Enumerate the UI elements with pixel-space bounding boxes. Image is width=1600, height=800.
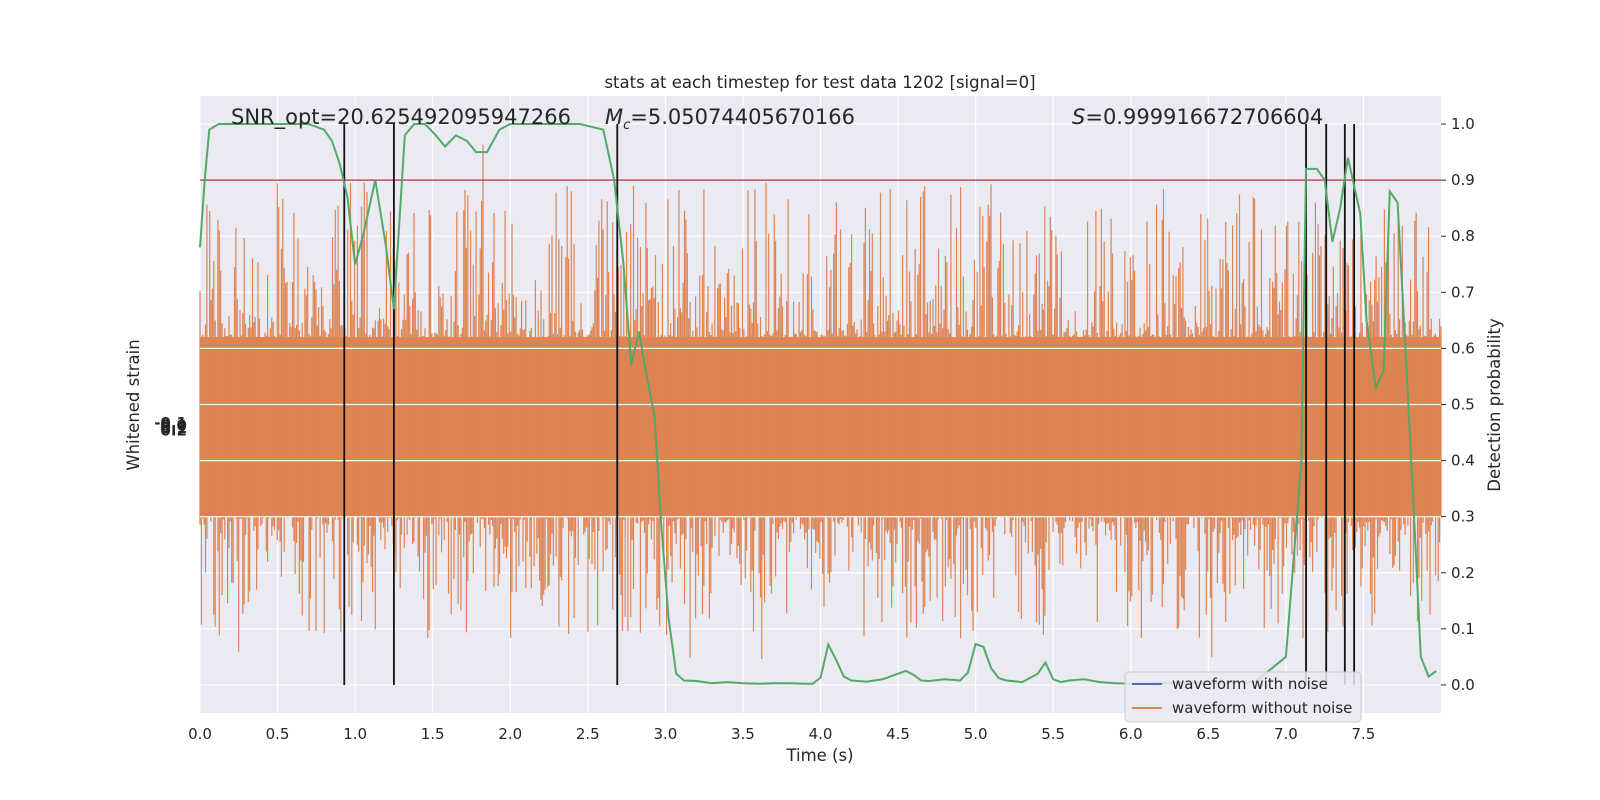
x-tick-label: 6.0 bbox=[1119, 725, 1143, 743]
left-y-tick-label: 0.1 bbox=[160, 419, 187, 437]
chirp-mass-symbol: M bbox=[605, 105, 623, 129]
x-tick-label: 2.0 bbox=[498, 725, 522, 743]
x-tick-label: 5.5 bbox=[1041, 725, 1065, 743]
x-tick-label: 7.0 bbox=[1274, 725, 1298, 743]
legend-label-with-noise: waveform with noise bbox=[1172, 675, 1328, 693]
snr-annotation: SNR_opt=20.625492095947266 bbox=[231, 105, 571, 130]
right-y-tick-label: 0.6 bbox=[1451, 339, 1475, 357]
s-annotation: S=0.999916672706604 bbox=[1072, 105, 1323, 129]
right-y-tick-label: 0.9 bbox=[1451, 171, 1475, 189]
legend-label-without-noise: waveform without noise bbox=[1172, 699, 1352, 717]
x-tick-label: 4.0 bbox=[809, 725, 833, 743]
detection-probability-line bbox=[199, 123, 1437, 685]
right-y-tick-label: 0.2 bbox=[1451, 564, 1475, 582]
right-y-tick-labels: 0.0 0.1 0.2 0.3 0.4 0.5 0.6 0.7 0.8 0.9 1.0 bbox=[1441, 115, 1475, 694]
x-tick-label: 7.5 bbox=[1352, 725, 1376, 743]
x-tick-labels: 0.0 0.5 1.0 1.5 2.0 2.5 3.0 3.5 4.0 4.5 5.0 5.5 6.0 6… bbox=[188, 725, 1375, 743]
vertical-marker-lines bbox=[343, 124, 1356, 685]
right-y-tick-label: 0.5 bbox=[1451, 396, 1475, 414]
left-y-axis-label: Whitened strain bbox=[124, 339, 143, 470]
x-tick-label: 0.0 bbox=[188, 725, 212, 743]
x-tick-label: 4.5 bbox=[886, 725, 910, 743]
s-value: =0.999916672706604 bbox=[1085, 105, 1323, 129]
waveform-without-noise-line bbox=[199, 144, 1442, 659]
legend-box bbox=[1124, 671, 1362, 723]
chart-title: stats at each timestep for test data 120… bbox=[604, 73, 1035, 92]
right-y-tick-label: 1.0 bbox=[1451, 115, 1475, 133]
x-tick-label: 1.0 bbox=[343, 725, 367, 743]
x-tick-label: 1.5 bbox=[421, 725, 445, 743]
right-y-tick-label: 0.3 bbox=[1451, 508, 1475, 526]
x-tick-label: 6.5 bbox=[1196, 725, 1220, 743]
x-tick-label: 3.0 bbox=[653, 725, 677, 743]
right-y-tick-label: 0.0 bbox=[1451, 676, 1475, 694]
right-y-tick-label: 0.8 bbox=[1451, 227, 1475, 245]
right-y-axis-label: Detection probability bbox=[1485, 318, 1504, 492]
x-tick-label: 3.5 bbox=[731, 725, 755, 743]
right-y-tick-label: 0.7 bbox=[1451, 283, 1475, 301]
x-axis-label: Time (s) bbox=[785, 746, 853, 765]
left-y-tick-label: 0.0 bbox=[160, 417, 187, 435]
x-tick-label: 5.0 bbox=[964, 725, 988, 743]
waveform-without-noise-series bbox=[199, 144, 1442, 659]
s-symbol: S bbox=[1072, 105, 1085, 129]
left-y-tick-label: 0.2 bbox=[160, 422, 187, 440]
right-y-tick-label: 0.4 bbox=[1451, 452, 1475, 470]
x-tick-label: 2.5 bbox=[576, 725, 600, 743]
left-y-tick-labels: -0.10.00.10.2 bbox=[154, 414, 187, 440]
right-y-tick-label: 0.1 bbox=[1451, 620, 1475, 638]
legend: waveform with noise waveform without noi… bbox=[1124, 671, 1362, 723]
chirp-mass-subscript: c bbox=[623, 118, 630, 133]
left-y-tick-label: -0.1 bbox=[154, 414, 187, 432]
chirp-mass-value: =5.05074405670166 bbox=[630, 105, 855, 129]
chirp-mass-annotation: Mc=5.05074405670166 bbox=[605, 105, 855, 133]
x-tick-label: 0.5 bbox=[266, 725, 290, 743]
